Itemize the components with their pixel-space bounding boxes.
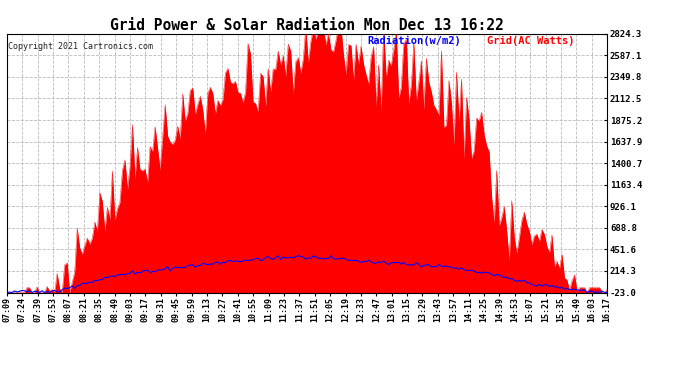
Text: Grid(AC Watts): Grid(AC Watts)	[487, 36, 575, 46]
Text: Radiation(w/m2): Radiation(w/m2)	[367, 36, 461, 46]
Title: Grid Power & Solar Radiation Mon Dec 13 16:22: Grid Power & Solar Radiation Mon Dec 13 …	[110, 18, 504, 33]
Text: Copyright 2021 Cartronics.com: Copyright 2021 Cartronics.com	[8, 42, 152, 51]
